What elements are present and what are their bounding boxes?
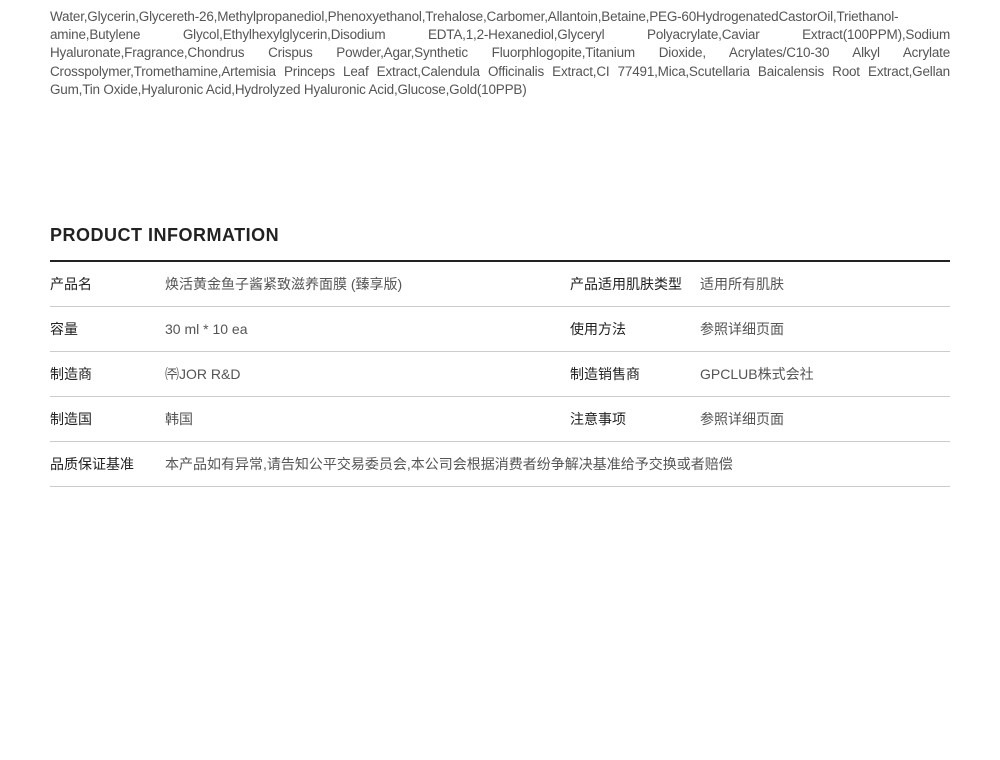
product-information-heading: PRODUCT INFORMATION [50,225,950,262]
product-info-table: 产品名 焕活黄金鱼子酱紧致滋养面膜 (臻享版) 产品适用肌肤类型 适用所有肌肤 … [50,262,950,487]
table-row: 容量 30 ml * 10 ea 使用方法 参照详细页面 [50,307,950,352]
info-label: 产品名 [50,262,165,307]
table-row: 品质保证基准 本产品如有异常,请告知公平交易委员会,本公司会根据消费者纷争解决基… [50,442,950,487]
info-value: 30 ml * 10 ea [165,307,570,352]
info-value: ㈜JOR R&D [165,352,570,397]
info-label: 产品适用肌肤类型 [570,262,700,307]
info-label: 制造销售商 [570,352,700,397]
table-row: 产品名 焕活黄金鱼子酱紧致滋养面膜 (臻享版) 产品适用肌肤类型 适用所有肌肤 [50,262,950,307]
info-value: 本产品如有异常,请告知公平交易委员会,本公司会根据消费者纷争解决基准给予交换或者… [165,442,950,487]
table-row: 制造商 ㈜JOR R&D 制造销售商 GPCLUB株式会社 [50,352,950,397]
info-label: 制造商 [50,352,165,397]
table-row: 制造国 韩国 注意事项 参照详细页面 [50,397,950,442]
info-value: 韩国 [165,397,570,442]
info-value: 适用所有肌肤 [700,262,950,307]
info-value: 参照详细页面 [700,307,950,352]
ingredients-text: Water,Glycerin,Glycereth-26,Methylpropan… [50,8,950,99]
info-label: 制造国 [50,397,165,442]
info-value: 参照详细页面 [700,397,950,442]
info-label: 容量 [50,307,165,352]
info-label: 使用方法 [570,307,700,352]
info-label: 注意事项 [570,397,700,442]
info-value: GPCLUB株式会社 [700,352,950,397]
info-value: 焕活黄金鱼子酱紧致滋养面膜 (臻享版) [165,262,570,307]
info-label: 品质保证基准 [50,442,165,487]
